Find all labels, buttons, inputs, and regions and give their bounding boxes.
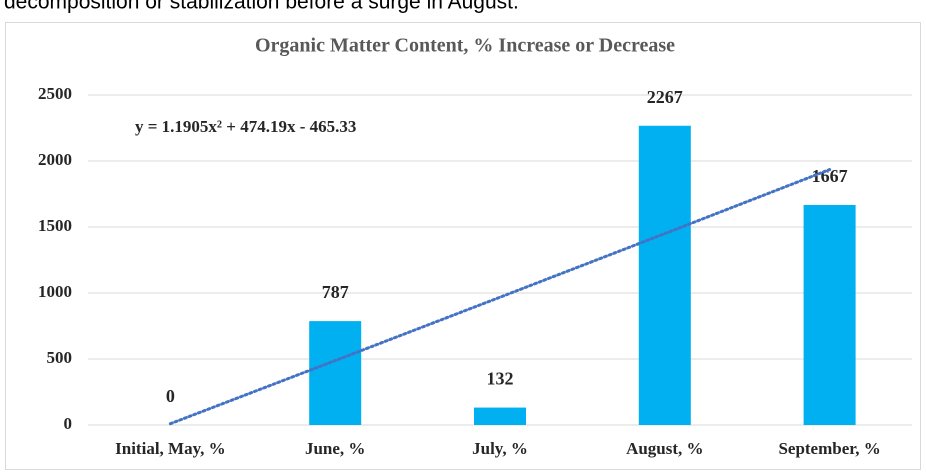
y-tick-label: 2000 [38,150,72,169]
chart-frame [5,22,921,470]
data-label: 1667 [812,166,848,186]
data-label: 2267 [647,87,683,107]
bar [638,125,691,426]
x-tick-label: August, % [626,439,703,458]
y-tick-label: 1500 [38,216,72,235]
y-tick-label: 0 [64,414,73,433]
y-tick-label: 2500 [38,84,72,103]
trendline [168,168,832,426]
bar [474,407,526,425]
x-tick-label: July, % [472,439,528,458]
data-label: 0 [166,386,175,406]
x-tick-label: June, % [305,439,365,458]
data-label: 787 [322,282,349,302]
chart-title: Organic Matter Content, % Increase or De… [255,35,675,57]
intro-text: decomposition or stabilization before a … [4,0,519,14]
data-label: 132 [487,369,514,389]
y-tick-label: 1000 [38,282,72,301]
x-tick-label: Initial, May, % [115,439,226,458]
x-tick-label: September, % [778,439,880,458]
bar [803,204,856,425]
bar [309,321,362,425]
y-tick-label: 500 [47,348,73,367]
trendline-equation: y = 1.1905x² + 474.19x - 465.33 [135,117,356,136]
